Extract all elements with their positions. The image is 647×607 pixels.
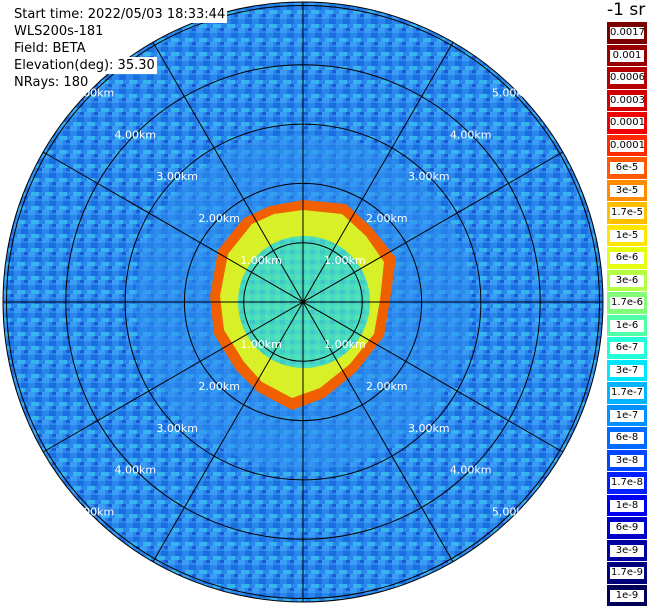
colorbar-cell: 3e-8 <box>607 449 647 472</box>
colorbar-label: 0.001 <box>610 49 644 62</box>
colorbar-cell: 1.7e-7 <box>607 382 647 405</box>
scan-info: Start time: 2022/05/03 18:33:44 WLS200s-… <box>12 6 228 91</box>
colorbar-cell: 1e-5 <box>607 224 647 247</box>
colorbar-label: 3e-8 <box>610 454 644 467</box>
range-label: 3.00km <box>408 170 450 183</box>
range-label: 5.00km <box>73 506 115 519</box>
start-time: Start time: 2022/05/03 18:33:44 <box>12 6 228 23</box>
instrument-name: WLS200s-181 <box>12 23 106 40</box>
range-label: 4.00km <box>115 128 157 141</box>
colorbar-label: 1.7e-8 <box>610 477 644 489</box>
colorbar-label: 1e-7 <box>610 409 644 422</box>
colorbar-cell: 1.7e-5 <box>607 202 647 225</box>
colorbar-cell: 3e-7 <box>607 359 647 382</box>
colorbar-label: 1.7e-7 <box>610 387 644 399</box>
colorbar-label: 0.0006 <box>610 72 645 84</box>
colorbar-cell: 1.7e-8 <box>607 472 647 495</box>
colorbar-label: 6e-5 <box>610 162 644 174</box>
range-label: 1.00km <box>240 254 282 267</box>
colorbar-label: 1e-6 <box>610 319 644 332</box>
colorbar-label: 0.0001 <box>610 139 645 152</box>
colorbar-cell: 1e-8 <box>607 494 647 517</box>
colorbar-label: 6e-8 <box>610 432 644 444</box>
range-label: 1.00km <box>240 338 282 351</box>
colorbar-label: 1.7e-5 <box>610 207 644 219</box>
colorbar-cell: 6e-6 <box>607 247 647 270</box>
colorbar-title: -1 sr <box>607 0 646 20</box>
colorbar-cell: 3e-5 <box>607 179 647 202</box>
range-label: 4.00km <box>450 128 492 141</box>
colorbar-cell: 3e-9 <box>607 539 647 562</box>
elevation: Elevation(deg): 35.30 <box>12 57 157 74</box>
colorbar-cell: 0.0006 <box>607 67 647 90</box>
colorbar-cell: 1e-7 <box>607 404 647 427</box>
azimuth-spoke <box>42 151 564 453</box>
range-label: 5.00km <box>492 506 534 519</box>
range-label: 4.00km <box>115 464 157 477</box>
colorbar-label: 3e-6 <box>610 274 644 287</box>
colorbar-label: 0.00017 <box>610 117 647 129</box>
range-label: 5.00km <box>492 86 534 99</box>
range-label: 2.00km <box>198 212 240 225</box>
range-label: 2.00km <box>366 212 408 225</box>
colorbar-cell: 0.001 <box>607 44 647 67</box>
range-label: 4.00km <box>450 464 492 477</box>
colorbar-cell: 0.0001 <box>607 134 647 157</box>
colorbar-label: 3e-5 <box>610 184 644 197</box>
colorbar-cell: 0.00017 <box>607 112 647 135</box>
colorbar-cell: 6e-5 <box>607 157 647 180</box>
ppi-scan-plot: 1.00km 1.00km 1.00km 1.00km 2.00km 2.00km 2.00… <box>2 1 604 603</box>
colorbar-cell: 6e-9 <box>607 517 647 540</box>
colorbar-label: 6e-6 <box>610 252 644 264</box>
range-label: 1.00km <box>324 254 366 267</box>
range-label: 3.00km <box>156 170 198 183</box>
colorbar-label: 1.7e-9 <box>610 567 644 579</box>
range-label: 1.00km <box>324 338 366 351</box>
colorbar-cell: 1.7e-9 <box>607 562 647 585</box>
colorbar-cell: 1e-9 <box>607 584 647 607</box>
colorbar-cell: 0.0017 <box>607 22 647 45</box>
colorbar-label: 1e-9 <box>610 589 644 602</box>
colorbar-label: 1.7e-6 <box>610 297 644 309</box>
colorbar-label: 3e-7 <box>610 364 644 377</box>
colorbar-cell: 6e-8 <box>607 427 647 450</box>
colorbar-label: 1e-8 <box>610 499 644 512</box>
colorbar-cell: 0.0003 <box>607 89 647 112</box>
colorbar-label: 0.0003 <box>610 94 645 107</box>
range-label: 2.00km <box>198 380 240 393</box>
colorbar-label: 3e-9 <box>610 544 644 557</box>
colorbar-cell: 6e-7 <box>607 337 647 360</box>
colorbar-cell: 3e-6 <box>607 269 647 292</box>
colorbar-label: 1e-5 <box>610 229 644 242</box>
colorbar-label: 0.0017 <box>610 27 645 39</box>
range-label: 2.00km <box>366 380 408 393</box>
range-label: 3.00km <box>156 422 198 435</box>
colorbar-label: 6e-9 <box>610 522 644 534</box>
colorbar-cell: 1e-6 <box>607 314 647 337</box>
colorbar-cell: 1.7e-6 <box>607 292 647 315</box>
nrays: NRays: 180 <box>12 74 91 91</box>
range-label: 3.00km <box>408 422 450 435</box>
colorbar-label: 6e-7 <box>610 342 644 354</box>
colorbar: 0.0017 0.001 0.0006 0.0003 0.00017 0.0001 6e-5… <box>607 22 647 607</box>
field-name: Field: BETA <box>12 40 88 57</box>
